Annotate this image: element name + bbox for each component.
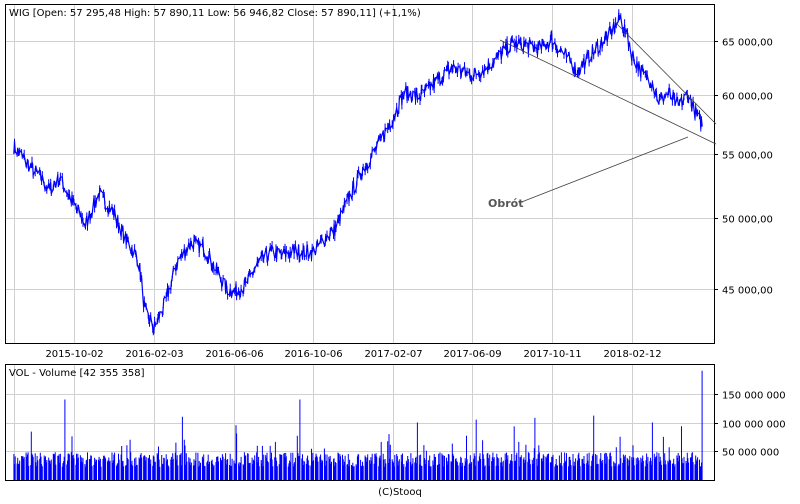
- volume-grid: [6, 365, 714, 480]
- annotation-leader: [518, 136, 689, 204]
- price-header: WIG [Open: 57 295,48 High: 57 890,11 Low…: [9, 8, 421, 19]
- trendline-lower: [499, 39, 717, 145]
- volume-header: VOL - Volume [42 355 358]: [9, 368, 145, 379]
- x-tick-label: 2017-02-07: [364, 349, 422, 360]
- x-tick-label: 2018-02-12: [603, 349, 661, 360]
- price-y-axis: 45 000,00 50 000,00 55 000,00 60 000,00 65 0…: [714, 38, 773, 297]
- price-x-axis: 2015-10-02 2016-02-03 2016-06-06 2016-10-06…: [45, 349, 661, 360]
- x-tick-label: 2016-02-03: [125, 349, 183, 360]
- footer-copyright: (C)Stooq: [378, 487, 422, 498]
- annotation-obrot: Obrót: [488, 197, 523, 210]
- x-tick-label: 2016-06-06: [205, 349, 263, 360]
- price-line: [13, 12, 703, 334]
- volume-tick-label: 150 000 000: [722, 391, 786, 402]
- volume-tick-label: 50 000 000: [722, 448, 779, 459]
- volume-bar-sticks: [13, 370, 703, 480]
- y-tick-label: 50 000,00: [722, 215, 773, 226]
- volume-bars: [13, 370, 703, 480]
- trendline-upper: [614, 21, 717, 125]
- x-tick-label: 2017-06-09: [443, 349, 501, 360]
- x-tick-label: 2016-10-06: [284, 349, 342, 360]
- y-tick-label: 60 000,00: [722, 92, 773, 103]
- price-series: [13, 9, 703, 336]
- volume-tick-label: 100 000 000: [722, 420, 786, 431]
- x-tick-label: 2017-10-11: [523, 349, 581, 360]
- y-tick-label: 65 000,00: [722, 38, 773, 49]
- y-tick-label: 55 000,00: [722, 151, 773, 162]
- price-grid: [6, 5, 714, 343]
- volume-panel: [5, 364, 715, 481]
- x-tick-label: 2015-10-02: [45, 349, 103, 360]
- volume-y-axis: 50 000 000 100 000 000 150 000 000: [714, 391, 786, 459]
- y-tick-label: 45 000,00: [722, 286, 773, 297]
